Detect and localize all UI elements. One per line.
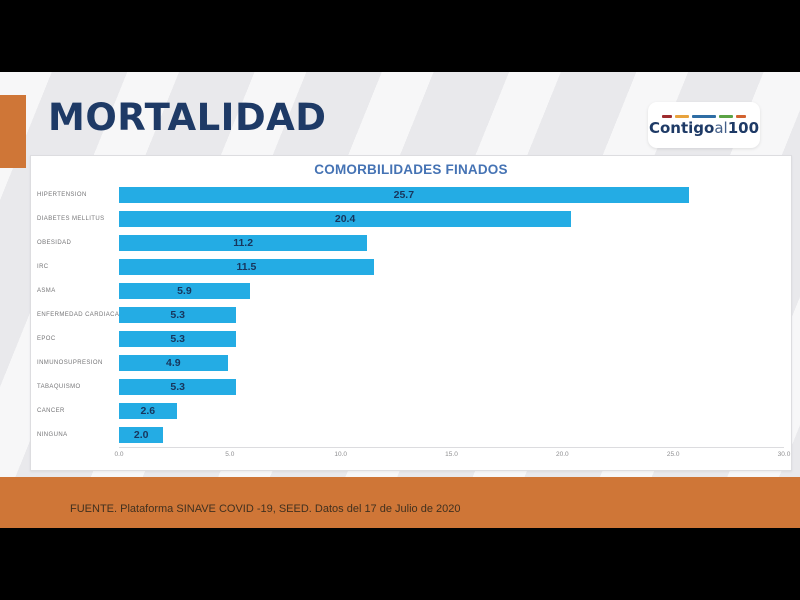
logo-text-al: al [714,118,728,137]
bar-track: 5.3 [119,379,784,395]
letterbox-top [0,0,800,72]
bar: 4.9 [119,355,228,371]
chart-card: COMORBILIDADES FINADOS HIPERTENSION 25.7 D… [30,155,792,471]
x-tick-label: 25.0 [666,451,680,458]
logo-text-100: 100 [727,118,760,137]
bar-track: 5.9 [119,283,784,299]
logo-dash [675,114,689,118]
bar: 11.2 [119,235,368,251]
category-label: DIABETES MELLITUS [37,216,105,222]
chart-row: OBESIDAD 11.2 [31,231,784,255]
logo-dash [662,114,672,118]
category-label: INMUNOSUPRESION [37,360,103,366]
bar-value-label: 4.9 [166,356,181,369]
x-axis: 0.0 5.0 10.0 15.0 20.0 25.0 30.0 [114,447,790,462]
bar-track: 5.3 [119,307,784,323]
logo-text: Contigoal100 [648,118,760,137]
bar-value-label: 25.7 [393,188,415,201]
x-tick-label: 15.0 [445,451,458,458]
bar-value-label: 11.5 [236,260,257,273]
bar-value-label: 5.3 [170,308,186,321]
bar-value-label: 20.4 [334,212,356,225]
bar: 11.5 [119,259,374,275]
x-tick-label: 30.0 [777,451,791,458]
chart-row: DIABETES MELLITUS 20.4 [31,207,784,231]
bar: 5.3 [119,331,237,347]
bar-value-label: 11.2 [233,236,254,249]
chart-row: IRC 11.5 [31,255,784,279]
bar: 25.7 [119,187,689,203]
bar-value-label: 5.3 [170,332,186,345]
bar-track: 25.7 [119,187,784,203]
x-tick-label: 5.0 [225,451,235,458]
orange-accent-bar [0,95,26,168]
category-label: OBESIDAD [37,240,72,246]
category-label: NINGUNA [37,432,68,438]
category-label: TABAQUISMO [37,384,81,390]
category-label: IRC [37,264,49,270]
bar-value-label: 5.3 [170,380,186,393]
bar-track: 5.3 [119,331,784,347]
logo-dashes [662,114,746,118]
x-tick-label: 10.0 [334,451,347,458]
category-label: CANCER [37,408,65,414]
contigo-al-100-logo: Contigoal100 [648,102,760,148]
bar: 2.6 [119,403,177,419]
category-label: HIPERTENSION [37,192,87,198]
logo-text-contigo: Contigo [648,118,715,137]
category-label: ASMA [37,288,56,294]
bar: 5.9 [119,283,250,299]
chart-row: EPOC 5.3 [31,327,784,351]
chart-title: COMORBILIDADES FINADOS [314,162,508,177]
bar-value-label: 2.0 [133,428,149,441]
logo-dash [736,114,746,118]
footer-band: FUENTE. Plataforma SINAVE COVID -19, SEE… [0,477,800,528]
chart-row: ENFERMEDAD CARDIACA 5.3 [31,303,784,327]
category-label: EPOC [37,336,56,342]
logo-dash [719,114,733,118]
bar-track: 2.0 [119,427,784,443]
chart-row: HIPERTENSION 25.7 [31,183,784,207]
chart-row: CANCER 2.6 [31,399,784,423]
bar-track: 11.5 [119,259,784,275]
bar: 5.3 [119,379,237,395]
bar-track: 11.2 [119,235,784,251]
page-title: MORTALIDAD [48,96,327,139]
chart-row: NINGUNA 2.0 [31,423,784,447]
bar-value-label: 2.6 [140,404,156,417]
slide-body: MORTALIDAD Contigoal100 COMORBILIDADES F… [0,72,800,477]
letterbox-bottom [0,528,800,600]
bar: 2.0 [119,427,164,443]
chart-row: ASMA 5.9 [31,279,784,303]
category-label: ENFERMEDAD CARDIACA [37,312,120,318]
x-tick-label: 20.0 [556,451,569,458]
plot-area: HIPERTENSION 25.7 DIABETES MELLITUS 20.4 OBE… [31,183,784,447]
logo-dash [692,114,716,118]
bar: 20.4 [119,211,572,227]
bar-track: 20.4 [119,211,784,227]
x-tick-label: 0.0 [114,451,124,458]
chart-row: TABAQUISMO 5.3 [31,375,784,399]
bar-track: 4.9 [119,355,784,371]
bar-track: 2.6 [119,403,784,419]
bar-value-label: 5.9 [177,284,192,297]
chart-row: INMUNOSUPRESION 4.9 [31,351,784,375]
bar: 5.3 [119,307,237,323]
source-note: FUENTE. Plataforma SINAVE COVID -19, SEE… [70,503,461,515]
